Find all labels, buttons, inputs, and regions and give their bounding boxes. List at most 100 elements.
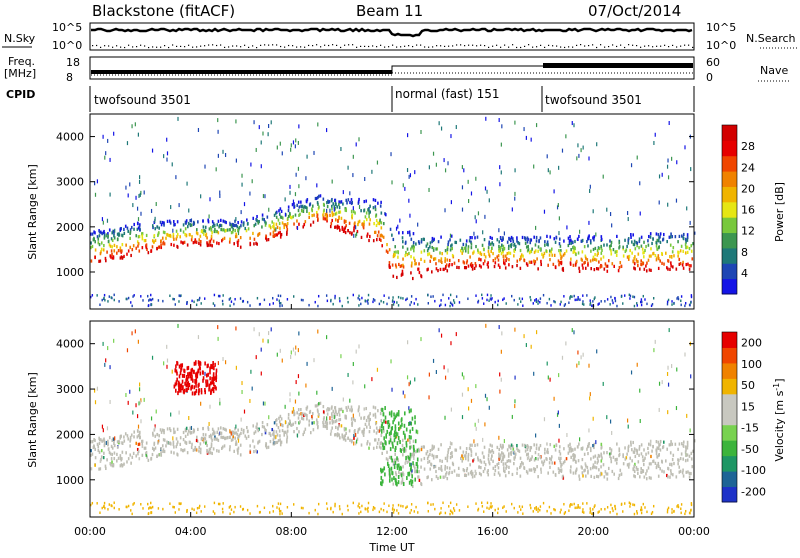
power-echo-cell [294, 192, 297, 197]
velocity-echo-cell [449, 512, 451, 516]
velocity-feature-cell [393, 417, 395, 422]
velocity-echo-cell [173, 505, 175, 509]
velocity-echo-cell [690, 509, 692, 512]
velocity-feature-cell [193, 391, 196, 396]
velocity-echo-cell [116, 459, 118, 463]
power-echo-cell [121, 233, 123, 237]
power-echo-cell [445, 263, 448, 267]
velocity-echo-cell [380, 433, 383, 438]
power-echo-cell [303, 206, 305, 210]
power-echo-cell [574, 246, 576, 251]
velocity-echo-cell [519, 456, 522, 460]
power-echo-cell [331, 213, 334, 218]
velocity-echo-cell [235, 442, 238, 446]
power-echo-cell [372, 239, 375, 243]
search-count-dot [376, 46, 378, 48]
power-echo-cell [681, 234, 683, 238]
velocity-echo-cell [103, 504, 105, 508]
power-echo-cell [363, 199, 366, 204]
power-echo-cell [229, 221, 231, 226]
power-echo-cell [379, 204, 382, 208]
velocity-echo-cell [578, 474, 580, 478]
power-echo-cell [573, 250, 576, 254]
power-echo-cell [519, 258, 521, 262]
velocity-echo-cell [121, 441, 123, 445]
velocity-echo-cell [606, 451, 608, 455]
power-echo-cell [215, 229, 217, 234]
velocity-echo-cell [632, 450, 635, 454]
velocity-echo-cell [618, 452, 621, 456]
velocity-echo-cell [540, 467, 542, 471]
power-echo-cell [396, 275, 398, 280]
velocity-feature-cell [390, 455, 393, 460]
velocity-echo-cell [412, 484, 414, 488]
power-echo-cell [502, 254, 505, 259]
velocity-echo-cell [376, 441, 379, 445]
power-echo-cell [339, 299, 341, 303]
velocity-echo-cell [549, 457, 551, 461]
search-count-dot [172, 44, 174, 46]
power-echo-cell [647, 258, 650, 262]
velocity-echo-cell [474, 422, 476, 427]
velocity-echo-cell [481, 451, 484, 455]
velocity-echo-cell [379, 426, 381, 430]
velocity-echo-cell [273, 433, 275, 437]
power-echo-cell [543, 209, 546, 214]
power-echo-cell [316, 201, 319, 205]
velocity-echo-cell [90, 453, 92, 457]
velocity-echo-cell [553, 461, 556, 465]
velocity-echo-cell [182, 430, 185, 435]
power-echo-cell [594, 257, 596, 262]
velocity-echo-cell [401, 438, 404, 442]
velocity-echo-cell [539, 508, 541, 512]
power-echo-cell [581, 250, 584, 254]
power-echo-cell [214, 227, 216, 232]
velocity-echo-cell [423, 467, 426, 471]
power-echo-cell [448, 258, 451, 263]
power-echo-cell [358, 197, 360, 202]
velocity-echo-cell [572, 471, 575, 475]
power-echo-cell [102, 248, 105, 252]
velocity-echo-cell [179, 442, 182, 447]
power-echo-cell [217, 294, 220, 298]
power-echo-cell [157, 233, 159, 238]
power-echo-cell [269, 226, 272, 230]
power-echo-cell [376, 160, 379, 165]
velocity-feature-cell [404, 435, 406, 440]
velocity-echo-cell [317, 329, 319, 334]
velocity-echo-cell [331, 421, 334, 425]
velocity-echo-cell [298, 412, 301, 417]
power-echo-cell [261, 213, 264, 217]
velocity-feature-cell [195, 388, 198, 393]
velocity-echo-cell [355, 432, 357, 437]
velocity-echo-cell [467, 387, 469, 392]
power-echo-cell [640, 235, 643, 239]
search-count-dot [168, 46, 170, 49]
velocity-echo-cell [450, 341, 452, 346]
velocity-echo-cell [295, 345, 297, 350]
power-echo-cell [494, 300, 496, 304]
power-echo-cell [480, 265, 482, 269]
velocity-echo-cell [347, 436, 349, 440]
velocity-feature-cell [380, 429, 383, 434]
power-echo-cell [513, 298, 515, 302]
nave-label: Nave [760, 64, 788, 77]
power-echo-cell [107, 239, 110, 243]
velocity-echo-cell [107, 447, 110, 451]
velocity-echo-cell [333, 415, 335, 420]
power-echo-cell [563, 252, 566, 256]
search-count-dot [212, 44, 214, 46]
power-echo-cell [475, 264, 477, 268]
velocity-echo-cell [632, 503, 634, 506]
power-echo-cell [505, 258, 507, 263]
power-echo-cell [94, 240, 97, 244]
velocity-echo-cell [354, 432, 356, 436]
velocity-echo-cell [281, 428, 284, 433]
velocity-echo-cell [633, 503, 636, 507]
velocity-feature-cell [414, 415, 416, 420]
power-echo-cell [517, 303, 519, 306]
velocity-echo-cell [608, 452, 611, 456]
velocity-echo-cell [327, 408, 330, 412]
power-echo-cell [137, 242, 140, 246]
power-echo-cell [267, 132, 269, 137]
